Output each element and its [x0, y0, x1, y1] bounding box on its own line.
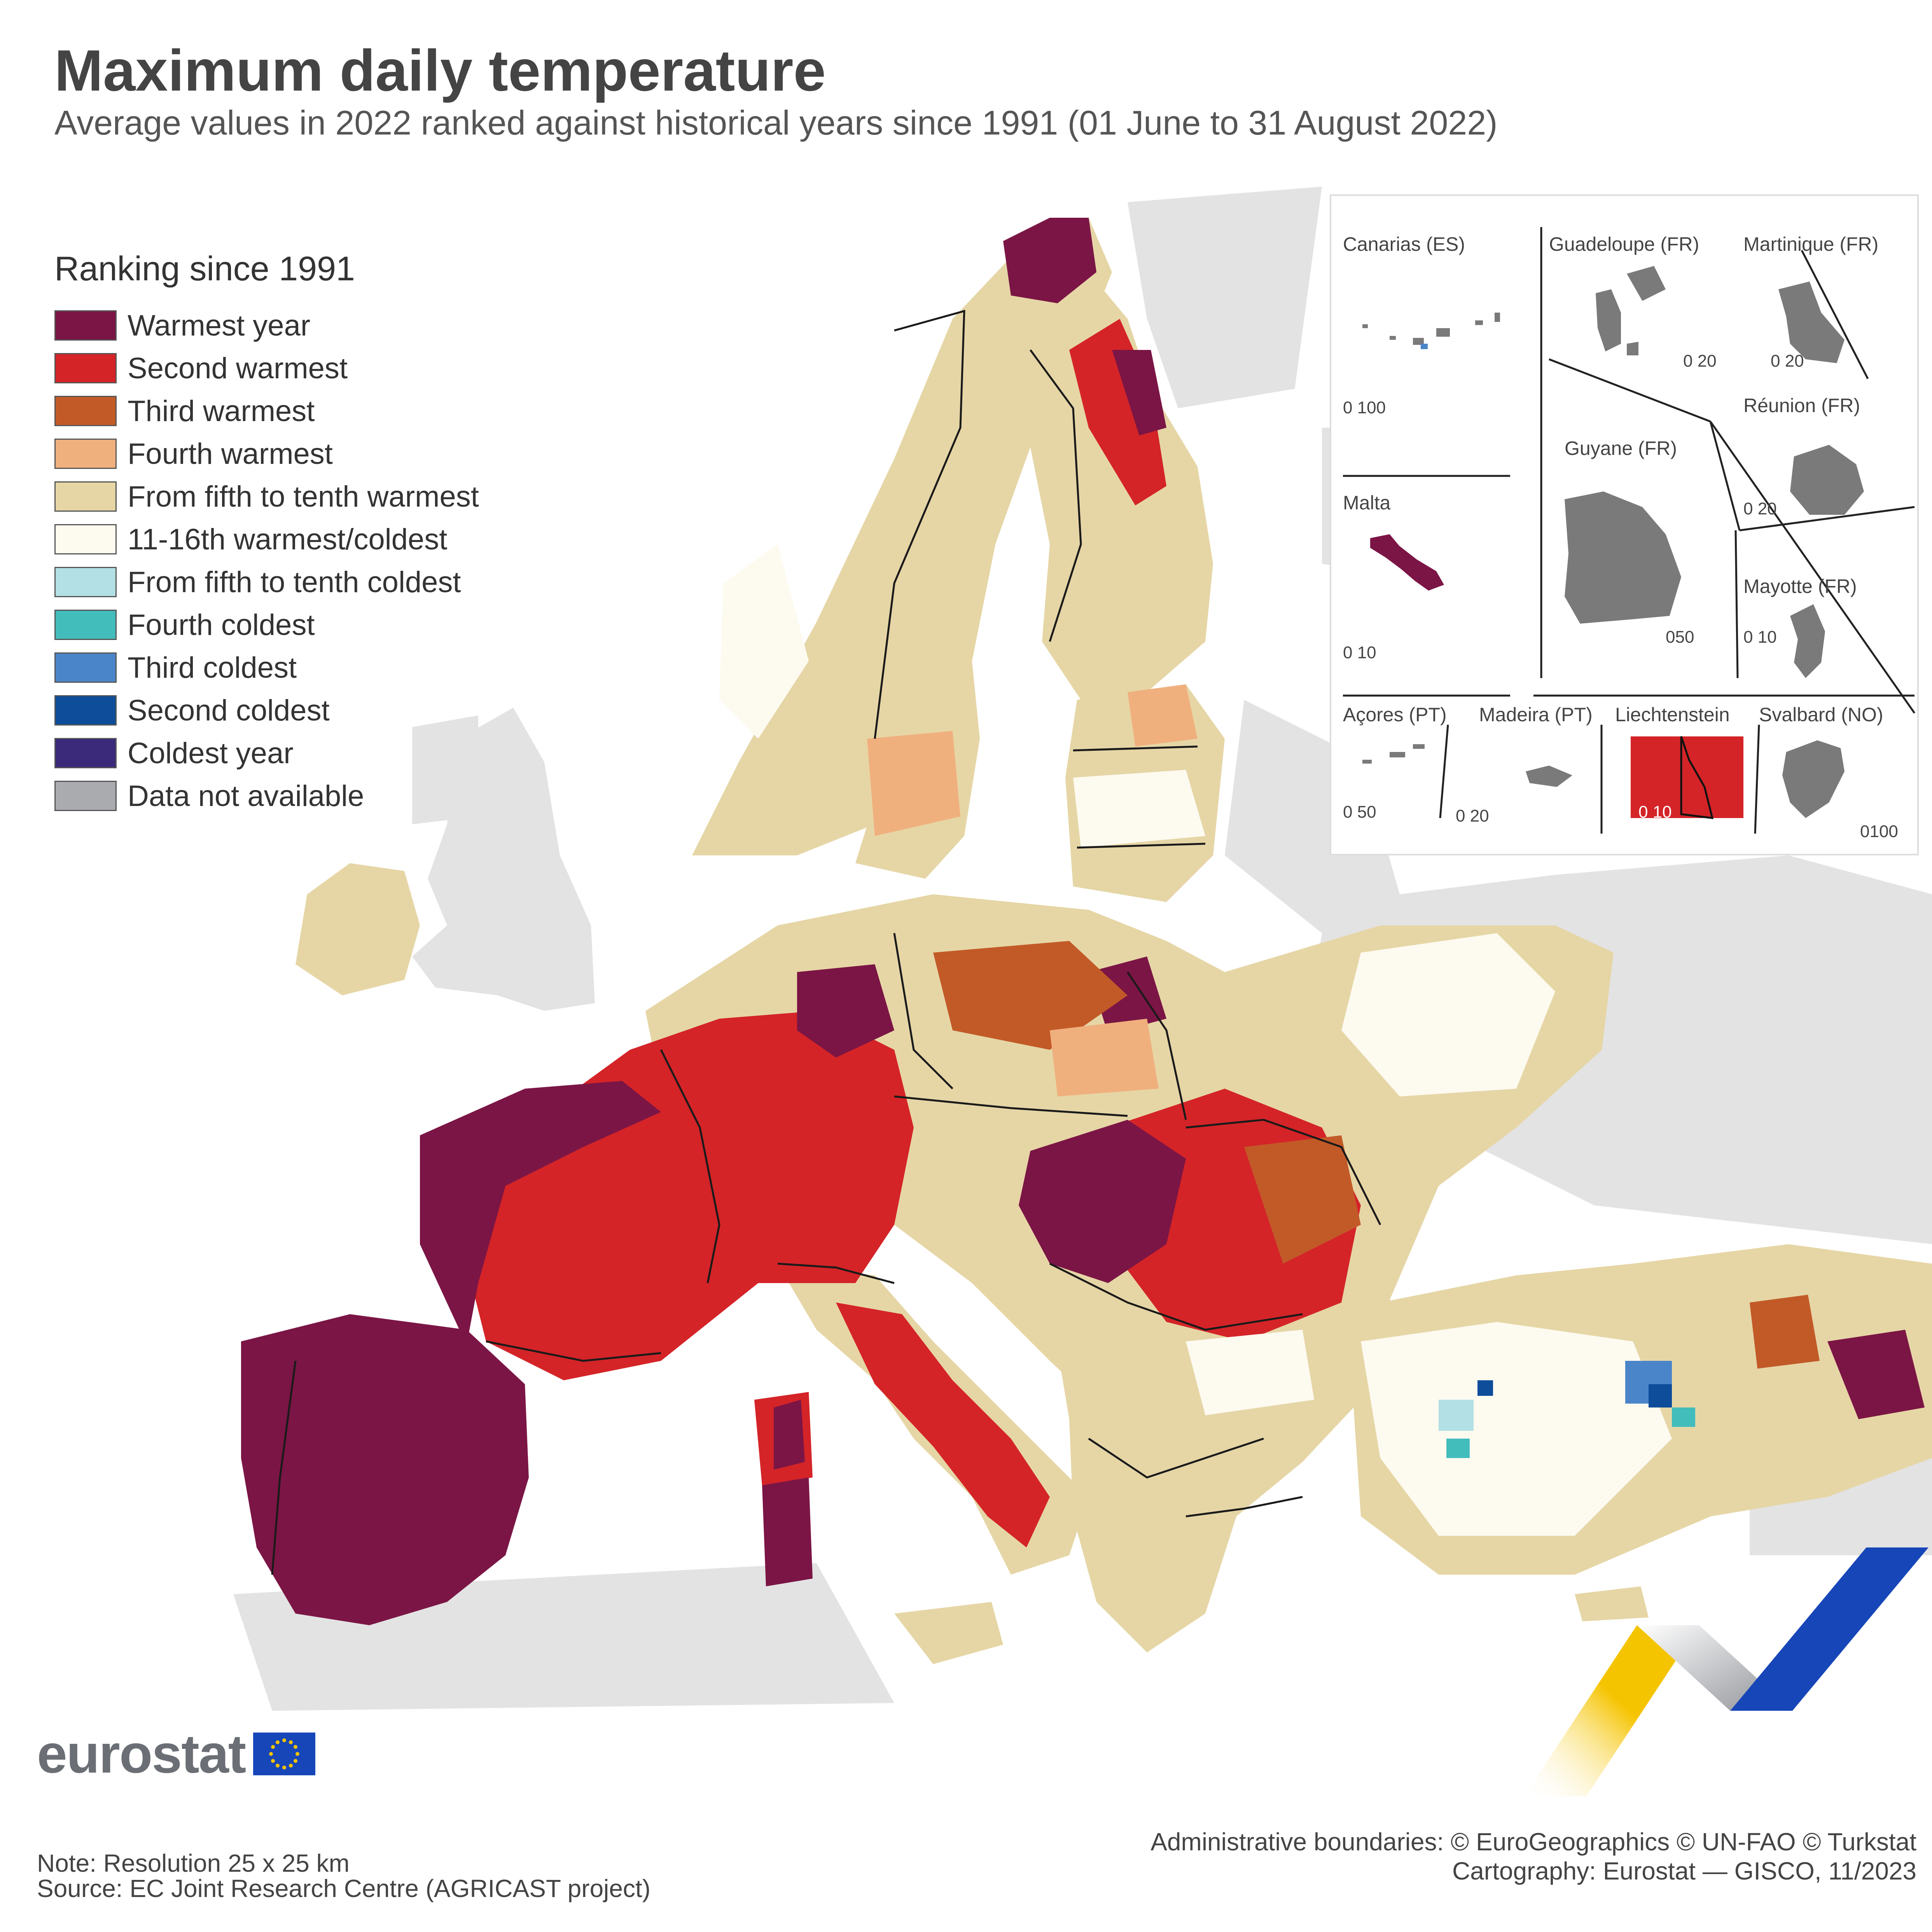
inset-guyane-shape: [1565, 491, 1681, 624]
scale-liechtenstein: 0 10: [1638, 803, 1672, 822]
legend-item: Data not available: [54, 775, 479, 817]
inset-label-liechtenstein: Liechtenstein: [1615, 704, 1730, 726]
brand-ribbon: [1524, 1547, 1929, 1796]
scale-acores: 0 50: [1343, 803, 1376, 822]
national-borders: [271, 309, 1381, 1575]
inset-panel: Canarias (ES) 0 100 Guadeloupe (FR) 0 20…: [1330, 194, 1919, 855]
scale-canarias: 0 100: [1343, 398, 1386, 417]
legend-item: Third warmest: [54, 390, 479, 432]
inset-liechtenstein-shape: [1631, 736, 1743, 818]
inset-mayotte-shape: [1790, 604, 1825, 678]
legend-swatch: [54, 396, 117, 426]
legend-label: Third warmest: [128, 394, 315, 428]
eu-flag-icon: [253, 1733, 316, 1775]
legend-swatch: [54, 652, 117, 683]
scale-svalbard: 0100: [1860, 822, 1898, 841]
inset-label-martinique: Martinique (FR): [1743, 233, 1879, 255]
legend-item: 11-16th warmest/coldest: [54, 518, 479, 561]
legend-label: Second warmest: [128, 351, 348, 385]
legend-item: Second coldest: [54, 689, 479, 732]
inset-acores-shape: [1362, 744, 1425, 764]
inset-label-guadeloupe: Guadeloupe (FR): [1549, 233, 1699, 255]
legend: Ranking since 1991 Warmest year Second wa…: [54, 249, 479, 817]
legend-item: Third coldest: [54, 646, 479, 689]
legend-label: Fourth warmest: [128, 437, 333, 470]
non-eu-land: [233, 187, 1932, 1711]
page-title: Maximum daily temperature: [54, 38, 826, 103]
source-note: Source: EC Joint Research Centre (AGRICA…: [37, 1874, 651, 1902]
eurostat-logo: eurostat: [37, 1722, 316, 1785]
inset-label-canarias: Canarias (ES): [1343, 233, 1465, 255]
legend-swatch: [54, 353, 117, 383]
inset-reunion-shape: [1790, 445, 1864, 515]
legend-item: Fourth coldest: [54, 603, 479, 646]
legend-swatch: [54, 481, 117, 512]
inset-svalbard-shape: [1782, 740, 1845, 818]
inset-label-acores: Açores (PT): [1343, 704, 1447, 726]
region-cold: [1439, 1361, 1695, 1458]
inset-label-svalbard: Svalbard (NO): [1759, 704, 1883, 726]
scale-reunion: 0 20: [1743, 499, 1777, 518]
legend-swatch: [54, 695, 117, 726]
legend-item: Warmest year: [54, 304, 479, 347]
scale-guyane: 050: [1666, 628, 1694, 647]
legend-swatch: [54, 781, 117, 811]
inset-guadeloupe-shape: [1596, 266, 1666, 355]
legend-swatch: [54, 567, 117, 597]
legend-label: Coldest year: [128, 736, 294, 770]
region-warmest: [241, 218, 1925, 1625]
inset-martinique-shape: [1778, 281, 1845, 363]
legend-swatch: [54, 610, 117, 640]
eurostat-wordmark: eurostat: [37, 1723, 246, 1784]
region-fourth-warmest: [867, 684, 1198, 1096]
legend-items: Warmest year Second warmest Third warmest F…: [54, 304, 479, 817]
legend-label: From fifth to tenth coldest: [128, 565, 461, 599]
inset-label-malta: Malta: [1343, 492, 1391, 514]
scale-malta: 0 10: [1343, 643, 1376, 662]
page-subtitle: Average values in 2022 ranked against hi…: [54, 103, 1498, 142]
legend-label: Second coldest: [128, 694, 330, 727]
scale-madeira: 0 20: [1456, 806, 1489, 825]
inset-label-mayotte: Mayotte (FR): [1743, 575, 1857, 597]
legend-title: Ranking since 1991: [54, 249, 355, 288]
region-third-warmest: [933, 941, 1820, 1369]
legend-item: From fifth to tenth warmest: [54, 475, 479, 518]
footnote: Note: Resolution 25 x 25 km: [37, 1849, 350, 1877]
inset-shapes: [1343, 227, 1916, 834]
legend-item: From fifth to tenth coldest: [54, 561, 479, 603]
inset-malta-shape: [1370, 534, 1444, 591]
legend-swatch: [54, 439, 117, 469]
legend-swatch: [54, 310, 117, 341]
legend-label: Fourth coldest: [128, 608, 315, 642]
scale-guadeloupe: 0 20: [1683, 351, 1717, 371]
credits-cartography: Cartography: Eurostat — GISCO, 11/2023: [1452, 1857, 1916, 1885]
inset-madeira-shape: [1526, 766, 1572, 787]
inset-label-guyane: Guyane (FR): [1565, 437, 1677, 459]
legend-label: Warmest year: [128, 309, 311, 342]
scale-martinique: 0 20: [1771, 351, 1804, 371]
legend-item: Fourth warmest: [54, 432, 479, 475]
inset-canarias-shape: [1362, 313, 1500, 349]
legend-label: From fifth to tenth warmest: [128, 480, 479, 513]
inset-dividers: [1343, 227, 1916, 834]
legend-swatch: [54, 738, 117, 768]
region-11-16th: [719, 544, 1672, 1536]
legend-label: Data not available: [128, 779, 364, 813]
inset-label-reunion: Réunion (FR): [1743, 395, 1860, 416]
credits-boundaries: Administrative boundaries: © EuroGeograp…: [1150, 1828, 1916, 1856]
inset-label-madeira: Madeira (PT): [1479, 704, 1593, 726]
legend-item: Coldest year: [54, 732, 479, 775]
scale-mayotte: 0 10: [1743, 628, 1777, 647]
legend-item: Second warmest: [54, 347, 479, 390]
legend-label: Third coldest: [128, 651, 297, 684]
legend-swatch: [54, 524, 117, 554]
legend-label: 11-16th warmest/coldest: [128, 523, 448, 556]
